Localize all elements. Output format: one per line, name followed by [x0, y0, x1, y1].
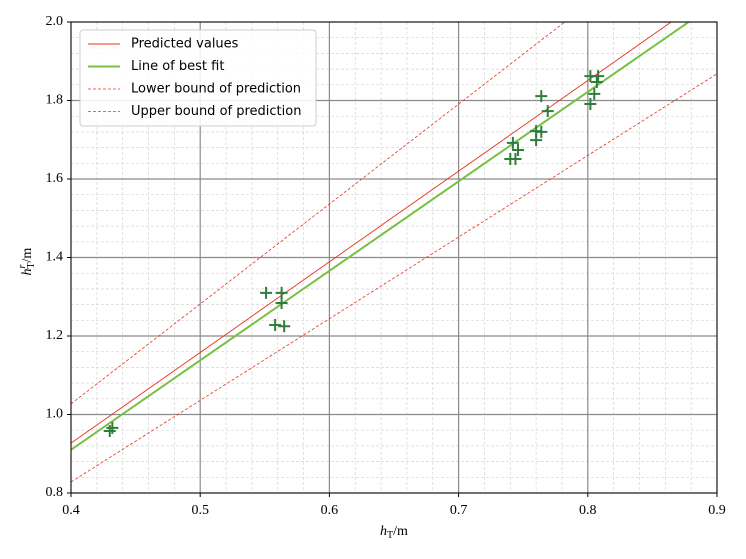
x-tick-label: 0.8: [579, 503, 597, 518]
label-part: /m: [20, 248, 35, 263]
scatter-point: [535, 90, 548, 103]
y-tick-label: 1.0: [46, 407, 64, 422]
scatter-point: [269, 319, 282, 332]
line-series: [71, 22, 566, 405]
line-series: [71, 73, 717, 483]
x-tick-label: 0.7: [450, 503, 468, 518]
scatter-point: [512, 143, 525, 156]
scatter-point: [592, 70, 605, 83]
legend-label: Line of best fit: [131, 59, 224, 74]
label-part: T: [26, 262, 37, 268]
scatter-point: [509, 152, 522, 165]
legend-label: Predicted values: [131, 37, 239, 52]
x-tick-label: 0.9: [708, 503, 726, 518]
x-axis-label: hT/m: [380, 524, 408, 541]
scatter-point: [275, 286, 288, 299]
label-part: r: [17, 265, 28, 269]
y-tick-label: 1.6: [46, 171, 64, 186]
label-part: T: [387, 530, 393, 541]
x-tick-label: 0.5: [191, 503, 209, 518]
axes-frame: [70, 21, 718, 494]
scatter-point: [278, 320, 291, 333]
line-series: [71, 22, 691, 451]
scatter-point: [275, 297, 288, 310]
y-tick-label: 2.0: [46, 14, 64, 29]
label-part: h: [380, 524, 387, 539]
scatter-point: [260, 286, 273, 299]
label-part: h: [20, 269, 35, 276]
x-tick-label: 0.6: [321, 503, 339, 518]
scatter-point: [506, 136, 519, 149]
legend-label: Lower bound of prediction: [131, 82, 301, 97]
legend-box: [79, 29, 317, 127]
y-tick-label: 1.8: [46, 93, 64, 108]
y-axis-label: hrT/m: [17, 248, 37, 276]
legend-label: Upper bound of prediction: [131, 104, 301, 119]
scatter-point: [590, 76, 603, 89]
y-tick-label: 1.4: [46, 250, 64, 265]
plot-area: [71, 22, 717, 483]
scatter-point: [584, 98, 597, 111]
line-series: [71, 22, 672, 444]
scatter-point: [541, 105, 554, 118]
y-tick-label: 0.8: [46, 485, 64, 500]
label-part: /m: [393, 524, 408, 539]
y-tick-label: 1.2: [46, 328, 64, 343]
scatter-point: [106, 421, 119, 434]
x-tick-label: 0.4: [62, 503, 80, 518]
scatter-point: [588, 87, 601, 100]
scatter-point: [530, 125, 543, 138]
